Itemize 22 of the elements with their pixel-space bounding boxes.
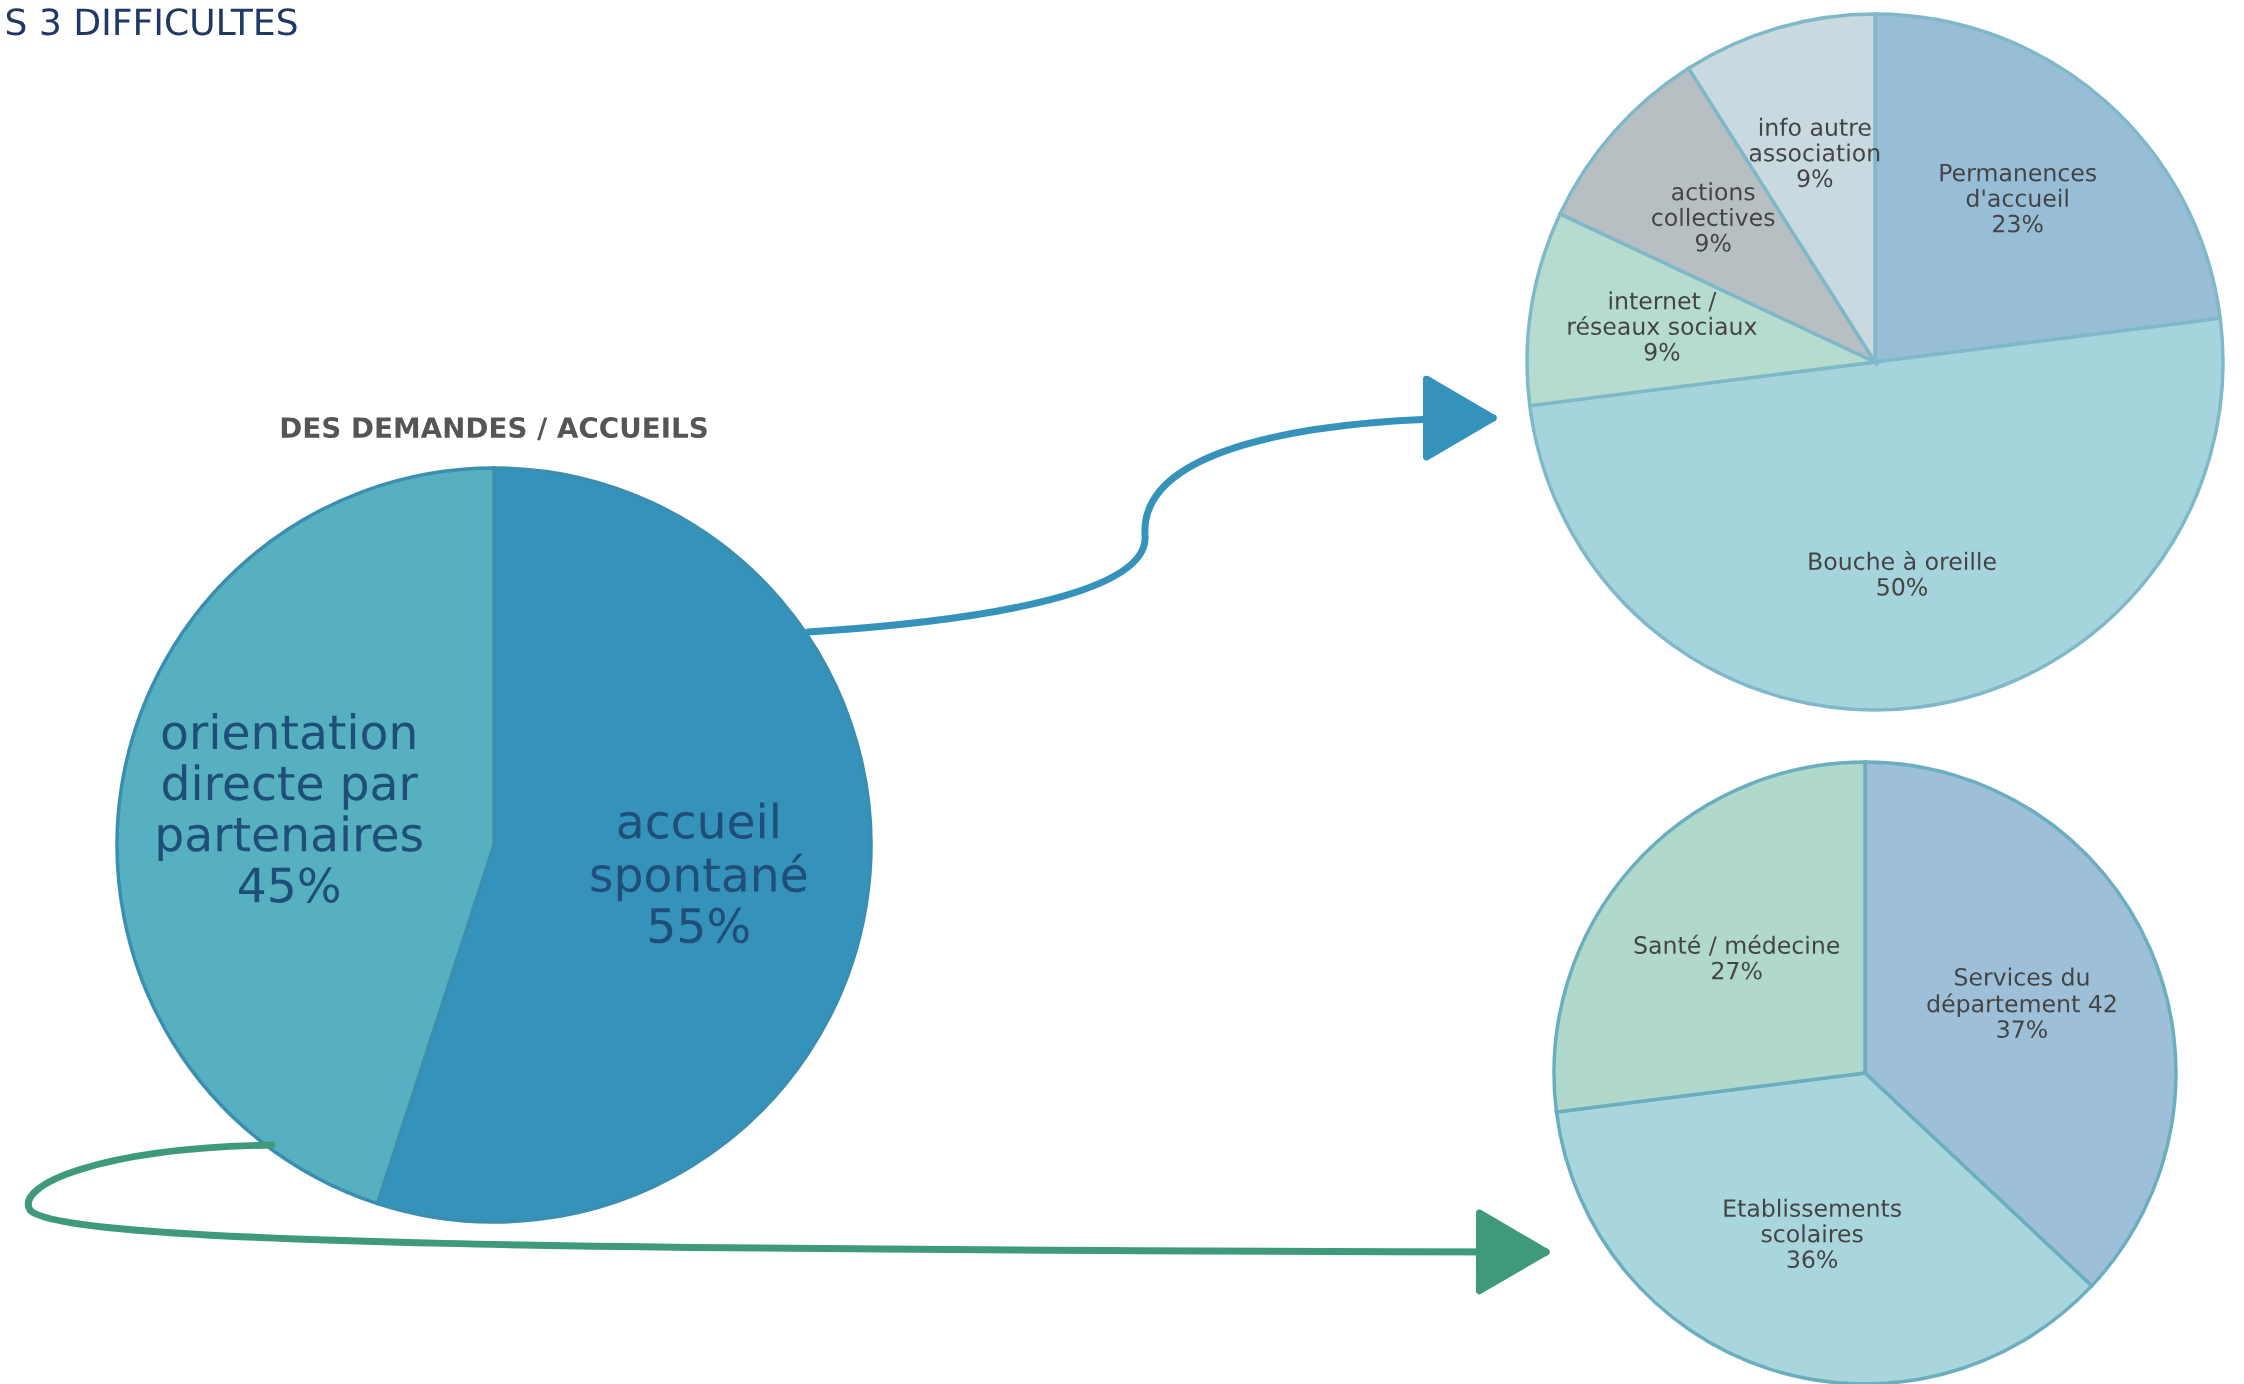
text: S 3 DIFFICULTES [6,8,297,36]
data-label: 9% [1797,169,1833,188]
slice-label: info autre association [1749,117,1880,162]
slice-label: Santé / médecine [1634,934,1840,956]
data-label: 27% [1712,961,1762,980]
slice-label: Etablissements scolaires [1724,1198,1901,1243]
data-label: 9% [1695,233,1731,252]
data-label: 23% [1993,214,2043,233]
data-label: 55% [649,907,749,944]
data-label: 36% [1787,1250,1838,1269]
data-label: 45% [239,867,340,903]
slice-label: orientation directe par partenaires [158,713,422,861]
slice-label: accueil spontané [591,802,807,902]
slice-label: Permanences d'accueil [1940,163,2096,208]
data-label: 37% [1997,1020,2047,1038]
slice-label: actions collectives [1652,182,1775,227]
slice-label: Bouche à oreille [1809,550,1996,571]
data-label: 9% [1644,342,1680,361]
data-label: 50% [1877,577,1927,596]
chart-title: DES DEMANDES / ACCUEILS [281,417,707,441]
slice-label: internet / réseaux sociaux [1568,291,1757,336]
slice-label: Services du département 42 [1927,967,2116,1018]
